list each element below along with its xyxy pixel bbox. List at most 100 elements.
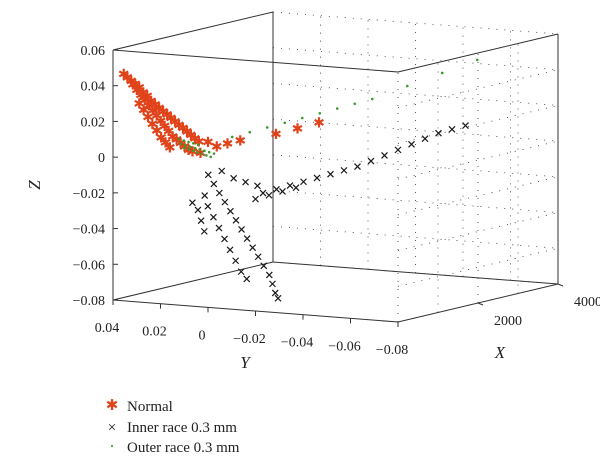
inner-race-point (254, 253, 262, 261)
axes-edge (397, 33, 559, 73)
inner-race-point-stroke (286, 182, 294, 189)
normal-point: ✱ (141, 89, 153, 105)
inner-race-point (313, 174, 321, 182)
normal-point: ✱ (121, 70, 133, 86)
inner-race-point-stroke (201, 192, 209, 200)
normal-point: ✱ (125, 74, 137, 90)
normal-point: ✱ (151, 124, 163, 140)
z-gridline (397, 140, 559, 180)
inner-race-point-stroke (259, 189, 267, 197)
y-tick-label: 0.04 (95, 321, 120, 336)
inner-race-point-stroke (249, 244, 257, 252)
inner-race-point (394, 146, 402, 154)
z-gridline (272, 47, 559, 71)
inner-race-point (435, 129, 442, 137)
axes-edge (112, 11, 274, 51)
x-tick-label: 4000 (574, 295, 600, 310)
inner-race-point-stroke (232, 257, 240, 265)
x-tick-mark (477, 302, 484, 306)
z-tick-label: 0.02 (81, 115, 106, 130)
normal-point: ✱ (211, 140, 223, 156)
normal-point: ✱ (159, 119, 171, 135)
normal-point: ✱ (177, 121, 189, 137)
inner-race-point-stroke (340, 166, 348, 174)
normal-point: ✱ (138, 103, 150, 119)
normal-point: ✱ (155, 114, 167, 130)
normal-point: ✱ (149, 98, 161, 114)
normal-point: ✱ (181, 125, 193, 141)
inner-race-point-stroke (292, 184, 300, 192)
inner-race-point (286, 182, 294, 189)
data-points: ✱✱✱✱✱✱✱✱✱✱✱✱✱✱✱✱✱✱✱✱✱✱✱✱✱✱✱✱✱✱✱✱✱✱✱✱✱✱✱✱… (118, 58, 479, 302)
outer-race-point (188, 145, 192, 148)
inner-race-point (232, 257, 240, 265)
outer-race-point (187, 148, 191, 151)
inner-race-point (232, 216, 240, 224)
outer-race-point (283, 121, 287, 125)
x-tick-mark (557, 283, 564, 287)
normal-point: ✱ (193, 135, 205, 151)
outer-race-point (475, 58, 479, 62)
inner-race-point (254, 182, 261, 190)
inner-race-point (271, 289, 279, 297)
normal-point: ✱ (153, 101, 165, 117)
normal-point: ✱ (161, 108, 173, 124)
outer-race-point (193, 146, 197, 150)
inner-race-point-stroke (448, 125, 456, 133)
axes-edge (112, 261, 274, 301)
legend-marker-inner-race: × (108, 420, 116, 436)
inner-race-point (221, 198, 229, 206)
inner-race-point (381, 152, 388, 159)
inner-race-point (215, 224, 223, 232)
outer-race-point (182, 139, 186, 142)
normal-point: ✱ (137, 86, 149, 102)
inner-race-point-stroke (238, 226, 245, 233)
outer-race-point (248, 130, 252, 134)
inner-race-point (201, 192, 209, 200)
outer-race-point (200, 152, 204, 156)
inner-race-point-stroke (210, 180, 218, 188)
inner-race-point (249, 244, 257, 252)
inner-race-point-stroke (204, 171, 212, 179)
inner-race-point-stroke (252, 195, 259, 203)
inner-race-point-stroke (200, 227, 208, 235)
normal-point: ✱ (147, 104, 159, 120)
normal-point: ✱ (146, 117, 158, 133)
outer-race-point (318, 111, 322, 115)
z-gridline (272, 83, 559, 106)
inner-race-point-stroke (232, 216, 240, 224)
outer-race-point (192, 142, 195, 145)
inner-race-point (269, 280, 276, 288)
normal-point: ✱ (270, 127, 282, 143)
inner-race-point (252, 195, 259, 203)
inner-race-point-stroke (381, 152, 388, 159)
inner-race-point (204, 202, 212, 210)
outer-race-point (370, 97, 374, 101)
normal-point: ✱ (195, 146, 207, 162)
outer-race-point (183, 146, 186, 150)
y-tick-label: −0.06 (328, 339, 360, 354)
inner-race-point-stroke (221, 235, 228, 243)
inner-race-point (260, 262, 268, 270)
inner-race-point-stroke (394, 146, 402, 154)
normal-point: ✱ (157, 104, 169, 120)
inner-race-point (210, 180, 218, 188)
y-tick-label: −0.08 (376, 343, 408, 358)
inner-race-point (462, 122, 469, 129)
inner-race-point (243, 235, 251, 242)
inner-race-point (226, 246, 234, 254)
normal-point: ✱ (163, 124, 175, 140)
inner-race-point-stroke (271, 289, 279, 297)
z-gridline (272, 225, 559, 249)
inner-race-point (237, 268, 245, 276)
z-gridline (272, 154, 559, 178)
normal-point: ✱ (222, 137, 234, 153)
normal-point: ✱ (165, 111, 177, 127)
inner-race-point (340, 166, 348, 174)
outer-race-point (196, 151, 199, 154)
normal-point: ✱ (171, 133, 183, 149)
normal-point: ✱ (187, 144, 199, 160)
z-tick-label: 0.04 (81, 80, 106, 95)
inner-race-point (367, 157, 375, 165)
z-gridline (397, 212, 559, 251)
